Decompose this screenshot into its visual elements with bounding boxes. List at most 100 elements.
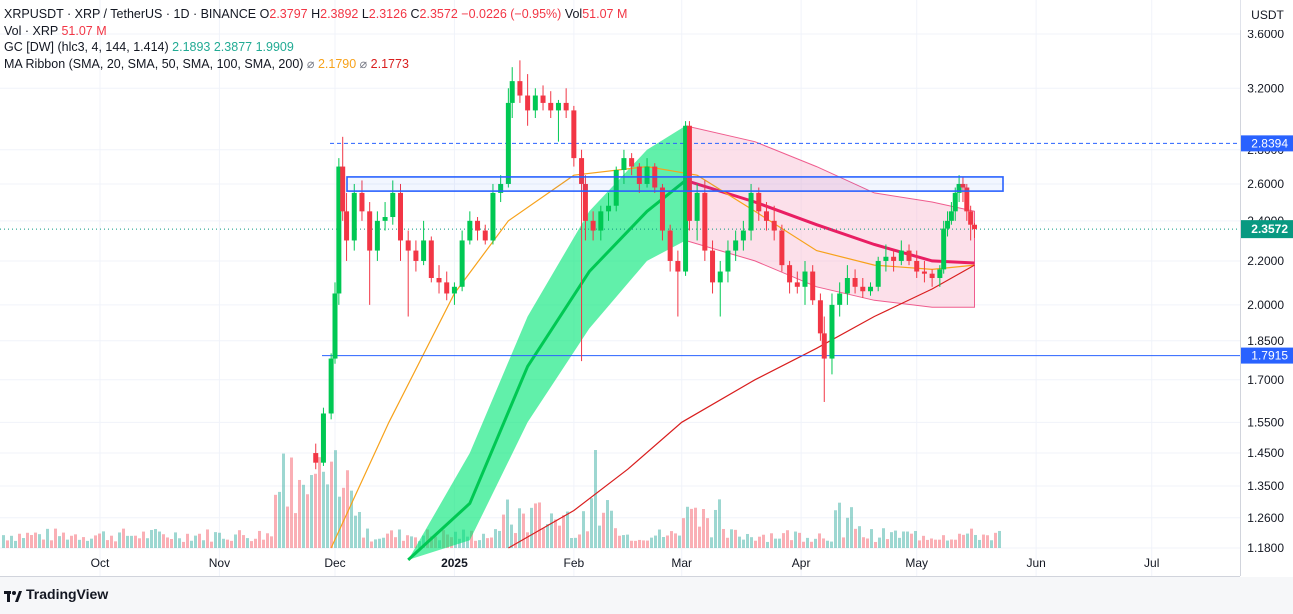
volume-bar	[402, 540, 405, 548]
close-value: 2.3572	[419, 7, 458, 21]
volume-bar	[594, 450, 597, 548]
tradingview-logo-icon	[4, 589, 22, 602]
volume-bar	[562, 515, 565, 548]
vol-value: 51.07 M	[582, 7, 628, 21]
candle-body	[883, 256, 889, 261]
candles	[313, 60, 978, 470]
volume-bar	[138, 538, 141, 548]
volume-indicator-label[interactable]: Vol · XRP	[4, 23, 58, 38]
volume-bar	[90, 538, 93, 548]
volume-bar	[398, 529, 401, 548]
y-tick-label: 1.4500	[1247, 446, 1284, 460]
volume-bar	[226, 539, 229, 548]
candle-body	[636, 166, 642, 184]
volume-bar	[710, 537, 713, 548]
volume-bar	[994, 532, 997, 548]
volume-bar	[494, 529, 497, 548]
volume-bar	[106, 540, 109, 548]
candle-body	[629, 158, 635, 167]
volume-bar	[474, 540, 477, 548]
candle-body	[475, 220, 481, 231]
legend-gc-row[interactable]: GC [DW] (hlc3, 4, 144, 1.414) 2.1893 2.3…	[4, 39, 627, 56]
volume-bar	[162, 534, 165, 548]
candle-body	[763, 211, 769, 221]
ma-ribbon-label[interactable]: MA Ribbon (SMA, 20, SMA, 50, SMA, 100, S…	[4, 56, 304, 71]
candle-body	[686, 125, 692, 221]
legend-volume-row[interactable]: Vol · XRP 51.07 M	[4, 23, 627, 40]
y-tick-label: 1.2600	[1247, 511, 1284, 525]
last-price-label-bg	[1241, 220, 1293, 239]
volume-bar	[814, 538, 817, 548]
low-value: 2.3126	[368, 7, 408, 21]
volume-bar	[598, 525, 601, 548]
volume-bar	[878, 537, 881, 548]
series-line-crimson	[685, 178, 975, 265]
gc-indicator-label[interactable]: GC [DW] (hlc3, 4, 144, 1.414)	[4, 40, 169, 54]
volume-bar	[194, 535, 197, 548]
low-label: L	[361, 7, 369, 21]
candle-body	[367, 211, 373, 251]
volume-bar	[714, 509, 717, 548]
ma-na-icon: ⌀	[306, 56, 315, 71]
candle-body	[937, 269, 943, 279]
volume-bar	[502, 514, 505, 548]
volume-bar	[382, 537, 385, 548]
tradingview-brand[interactable]: TradingView	[4, 586, 108, 602]
volume-bar	[506, 499, 509, 548]
volume-bar	[806, 537, 809, 548]
candle-body	[829, 304, 835, 359]
volume-bar	[38, 534, 41, 548]
high-value: 2.3892	[320, 7, 359, 21]
volume-bar	[718, 499, 721, 548]
volume-bar	[150, 529, 153, 548]
volume-bar	[390, 530, 393, 548]
volume-bar	[254, 538, 257, 548]
volume-bar	[742, 539, 745, 548]
volume-bar	[950, 539, 953, 548]
volume-bar	[686, 506, 689, 548]
volume-bar	[54, 528, 57, 548]
candle-body	[867, 286, 873, 292]
volume-bar	[930, 538, 933, 548]
volume-bar	[890, 532, 893, 548]
volume-bar	[74, 534, 77, 548]
volume-bar	[966, 533, 969, 548]
candle-body	[413, 250, 419, 261]
candle-body	[390, 192, 396, 218]
volume-bar	[210, 541, 213, 548]
candle-body	[548, 102, 554, 111]
volume-bar	[166, 537, 169, 548]
level-label: 1.7915	[1251, 349, 1288, 363]
vol-label: Vol	[564, 7, 583, 21]
candle-body	[332, 293, 338, 359]
legend-symbol-row[interactable]: XRPUSDT · XRP / TetherUS · 1D · BINANCE …	[4, 6, 627, 23]
volume-bar	[370, 541, 373, 548]
price-axis-currency[interactable]: USDT	[1240, 0, 1293, 30]
volume-bar	[286, 506, 289, 548]
candle-body	[675, 260, 681, 272]
volume-bar	[122, 528, 125, 548]
y-tick-label: 3.2000	[1247, 81, 1284, 95]
candle-body	[606, 205, 612, 212]
volume-bar	[634, 540, 637, 548]
volume-bar	[358, 511, 361, 548]
candle-body	[313, 453, 319, 463]
candle-body	[860, 286, 866, 292]
legend-ma-ribbon-row[interactable]: MA Ribbon (SMA, 20, SMA, 50, SMA, 100, S…	[4, 56, 627, 73]
chart-legend: XRPUSDT · XRP / TetherUS · 1D · BINANCE …	[4, 6, 627, 72]
candle-body	[787, 265, 793, 283]
volume-bar	[698, 526, 701, 548]
symbol-label[interactable]: XRPUSDT · XRP / TetherUS · 1D · BINANCE	[4, 7, 257, 21]
volume-bar	[570, 537, 573, 548]
volume-bar	[534, 503, 537, 548]
volume-bar	[546, 524, 549, 548]
series-line-orange	[330, 165, 975, 549]
candle-body	[428, 240, 434, 279]
candle-body	[875, 260, 881, 287]
volume-bar	[758, 536, 761, 548]
volume-bar	[302, 484, 305, 548]
volume-bar	[574, 537, 577, 548]
volume-bar	[582, 511, 585, 548]
